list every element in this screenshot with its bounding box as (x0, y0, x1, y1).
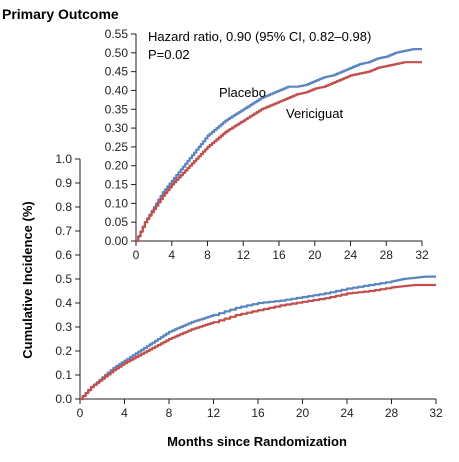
main-y-tick-label: 0.6 (55, 248, 72, 262)
inset-x-tick-label: 32 (415, 248, 429, 262)
inset-y-tick-label: 0.35 (105, 102, 129, 116)
placebo-series-label: Placebo (219, 85, 266, 100)
main-x-tick-label: 0 (77, 406, 84, 420)
main-panel: 0 4 8 12 16 20 24 28 32 0.0 0.1 0.2 0.3 0.4 0.5 0.6 0.7 0… (55, 152, 443, 420)
inset-x-tick-label: 28 (380, 248, 394, 262)
main-y-tick-label: 0.8 (55, 200, 72, 214)
main-y-tick-label: 0.3 (55, 320, 72, 334)
inset-y-tick-label: 0.00 (105, 234, 129, 248)
inset-y-tick-label: 0.15 (105, 178, 129, 192)
inset-y-tick-label: 0.10 (105, 196, 129, 210)
inset-x-tick-label: 12 (237, 248, 251, 262)
main-y-tick-label: 0.7 (55, 224, 72, 238)
main-x-tick-label: 8 (166, 406, 173, 420)
main-x-tick-label: 32 (429, 406, 443, 420)
main-y-tick-label: 0.2 (55, 344, 72, 358)
inset-y-tick-label: 0.05 (105, 215, 129, 229)
inset-x-tick-label: 24 (344, 248, 358, 262)
vericiguat-series-label: Vericiguat (286, 106, 343, 121)
inset-y-tick-label: 0.55 (105, 27, 129, 41)
x-axis-title: Months since Randomization (167, 434, 347, 449)
main-y-tick-label: 0.0 (55, 392, 72, 406)
main-x-tick-label: 20 (296, 406, 310, 420)
inset-panel: 0 4 8 12 16 20 24 28 32 0.00 0.05 0.10 0.15 0.20 0.25 0… (94, 22, 439, 268)
main-x-tick-label: 24 (340, 406, 354, 420)
main-y-tick-label: 0.9 (55, 176, 72, 190)
main-vericiguat-curve (80, 283, 436, 401)
inset-x-tick-label: 20 (308, 248, 322, 262)
inset-placebo-curve (136, 48, 422, 243)
main-x-tick-label: 4 (121, 406, 128, 420)
main-y-tick-label: 0.5 (55, 272, 72, 286)
inset-y-tick-label: 0.20 (105, 159, 129, 173)
inset-x-tick-label: 0 (133, 248, 140, 262)
inset-y-tick-label: 0.30 (105, 121, 129, 135)
inset-y-tick-label: 0.50 (105, 46, 129, 60)
main-y-tick-label: 0.4 (55, 296, 72, 310)
inset-background (94, 22, 439, 268)
main-y-tick-label: 0.1 (55, 368, 72, 382)
inset-x-tick-label: 8 (204, 248, 211, 262)
main-y-tick-label: 1.0 (55, 152, 72, 166)
main-x-tick-label: 28 (385, 406, 399, 420)
inset-x-tick-label: 16 (272, 248, 286, 262)
hazard-ratio-annotation: Hazard ratio, 0.90 (95% CI, 0.82–0.98) (148, 29, 371, 44)
inset-y-tick-label: 0.25 (105, 140, 129, 154)
inset-x-tick-label: 4 (168, 248, 175, 262)
inset-y-tick-label: 0.45 (105, 65, 129, 79)
figure-title: Primary Outcome (2, 6, 119, 22)
inset-y-tick-label: 0.40 (105, 83, 129, 97)
p-value-annotation: P=0.02 (148, 47, 190, 62)
main-placebo-curve (80, 275, 436, 401)
main-x-tick-label: 16 (251, 406, 265, 420)
inset-vericiguat-curve (136, 61, 422, 243)
y-axis-title: Cumulative Incidence (%) (20, 201, 35, 358)
main-x-tick-label: 12 (207, 406, 221, 420)
